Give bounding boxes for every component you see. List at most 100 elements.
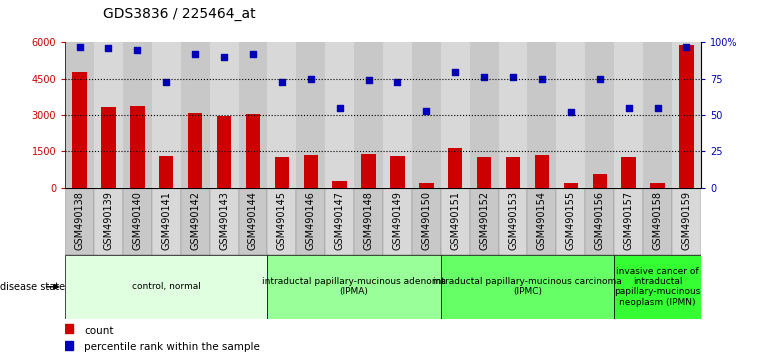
Bar — [72, 72, 87, 188]
Bar — [326, 188, 354, 255]
Bar — [679, 45, 694, 188]
Bar — [535, 155, 549, 188]
Point — [623, 105, 635, 110]
Text: intraductal papillary-mucinous adenoma
(IPMA): intraductal papillary-mucinous adenoma (… — [262, 277, 446, 296]
Point — [131, 47, 143, 53]
Bar — [65, 42, 94, 188]
Bar — [210, 188, 238, 255]
Bar — [672, 42, 701, 188]
Text: GSM490144: GSM490144 — [248, 191, 258, 250]
Bar — [267, 255, 440, 319]
Bar — [354, 42, 383, 188]
Text: GSM490158: GSM490158 — [653, 191, 663, 250]
Point — [305, 76, 317, 81]
Bar — [296, 42, 326, 188]
Text: intraductal papillary-mucinous carcinoma
(IPMC): intraductal papillary-mucinous carcinoma… — [433, 277, 622, 296]
Bar — [354, 188, 383, 255]
Bar — [326, 42, 354, 188]
Bar — [585, 188, 614, 255]
Bar — [65, 324, 74, 333]
Point — [535, 76, 548, 81]
Point — [333, 105, 345, 110]
Bar — [246, 114, 260, 188]
Text: GSM490139: GSM490139 — [103, 191, 113, 250]
Bar — [217, 116, 231, 188]
Bar — [621, 158, 636, 188]
Point — [594, 76, 606, 81]
Point — [449, 69, 461, 74]
Point — [507, 74, 519, 80]
Bar — [181, 188, 210, 255]
Text: invasive cancer of
intraductal
papillary-mucinous
neoplasm (IPMN): invasive cancer of intraductal papillary… — [614, 267, 701, 307]
Bar — [614, 42, 643, 188]
Bar — [296, 188, 326, 255]
Point — [478, 74, 490, 80]
Point — [421, 108, 433, 114]
Bar — [383, 42, 412, 188]
Text: GSM490157: GSM490157 — [624, 191, 633, 250]
Bar — [477, 158, 491, 188]
Point — [160, 79, 172, 85]
Text: GSM490145: GSM490145 — [277, 191, 286, 250]
Point — [103, 45, 115, 51]
Bar — [383, 188, 412, 255]
Text: GSM490155: GSM490155 — [566, 191, 576, 250]
Bar — [267, 42, 296, 188]
Bar — [65, 255, 267, 319]
Text: GSM490152: GSM490152 — [480, 191, 489, 250]
Bar — [390, 156, 404, 188]
Bar — [614, 188, 643, 255]
Text: GSM490154: GSM490154 — [537, 191, 547, 250]
Point — [362, 78, 375, 83]
Bar — [362, 154, 376, 188]
Bar — [275, 158, 289, 188]
Bar — [101, 107, 116, 188]
Bar — [440, 42, 470, 188]
Bar — [65, 341, 74, 350]
Text: GSM490143: GSM490143 — [219, 191, 229, 250]
Text: percentile rank within the sample: percentile rank within the sample — [84, 342, 260, 352]
Bar — [181, 42, 210, 188]
Text: GSM490150: GSM490150 — [421, 191, 431, 250]
Bar — [564, 183, 578, 188]
Text: GSM490146: GSM490146 — [306, 191, 316, 250]
Point — [276, 79, 288, 85]
Bar — [506, 158, 520, 188]
Text: GSM490151: GSM490151 — [450, 191, 460, 250]
Point — [651, 105, 663, 110]
Bar — [65, 188, 94, 255]
Text: GSM490149: GSM490149 — [392, 191, 402, 250]
Bar — [499, 188, 528, 255]
Point — [565, 109, 577, 115]
Text: GSM490156: GSM490156 — [594, 191, 604, 250]
Text: GSM490147: GSM490147 — [335, 191, 345, 250]
Point — [189, 51, 201, 57]
Point — [680, 44, 692, 50]
Text: GSM490159: GSM490159 — [682, 191, 692, 250]
Bar — [123, 188, 152, 255]
Bar — [152, 188, 181, 255]
Bar — [130, 106, 145, 188]
Bar — [188, 113, 202, 188]
Bar — [267, 188, 296, 255]
Bar — [643, 42, 672, 188]
Point — [74, 44, 86, 50]
Bar — [419, 183, 434, 188]
Bar — [614, 255, 701, 319]
Bar — [303, 155, 318, 188]
Bar — [556, 188, 585, 255]
Text: GSM490142: GSM490142 — [190, 191, 200, 250]
Bar — [448, 148, 463, 188]
Text: disease state: disease state — [0, 282, 65, 292]
Bar — [643, 188, 672, 255]
Bar — [499, 42, 528, 188]
Bar — [440, 255, 614, 319]
Text: control, normal: control, normal — [132, 282, 201, 291]
Point — [247, 51, 259, 57]
Bar — [528, 42, 556, 188]
Bar — [412, 42, 440, 188]
Bar — [152, 42, 181, 188]
Bar — [650, 183, 665, 188]
Text: count: count — [84, 326, 114, 336]
Text: GSM490138: GSM490138 — [74, 191, 84, 250]
